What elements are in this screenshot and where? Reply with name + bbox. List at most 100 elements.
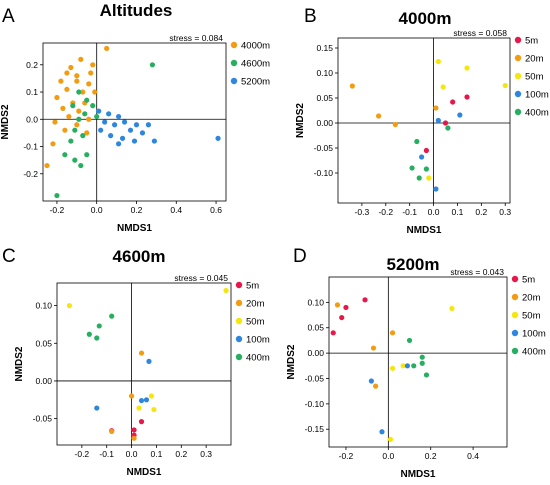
data-point bbox=[423, 372, 430, 378]
y-tick-label: -0.05 bbox=[314, 143, 334, 153]
data-point bbox=[86, 331, 92, 337]
legend-label: 4000m bbox=[241, 41, 270, 52]
x-tick-label: -0.2 bbox=[339, 451, 354, 461]
data-point bbox=[146, 358, 152, 364]
data-point bbox=[108, 133, 114, 139]
legend-label: 400m bbox=[522, 347, 546, 358]
data-point bbox=[133, 122, 140, 128]
data-point bbox=[419, 154, 425, 160]
legend-label: 5200m bbox=[241, 77, 270, 88]
data-point bbox=[84, 130, 90, 136]
data-point bbox=[66, 113, 72, 120]
data-point bbox=[131, 435, 137, 441]
data-point bbox=[215, 135, 221, 141]
x-axis-label: NMDS1 bbox=[406, 225, 441, 236]
data-point bbox=[138, 350, 145, 356]
data-point bbox=[435, 117, 441, 124]
data-point bbox=[450, 99, 456, 105]
y-tick-label: 0.05 bbox=[35, 338, 52, 348]
data-point bbox=[145, 122, 152, 128]
data-point bbox=[464, 94, 470, 100]
data-point bbox=[379, 429, 385, 435]
y-tick-label: 0.00 bbox=[307, 348, 324, 358]
data-point bbox=[423, 147, 429, 154]
legend-label: 20m bbox=[522, 293, 541, 304]
x-tick-label: 0.4 bbox=[467, 451, 479, 461]
y-tick-label: -0.2 bbox=[23, 169, 38, 179]
data-point bbox=[68, 138, 74, 144]
data-point bbox=[66, 303, 73, 309]
legend-label: 5m bbox=[525, 36, 538, 47]
data-point bbox=[96, 323, 102, 329]
legend-label: 100m bbox=[525, 90, 549, 101]
data-point bbox=[62, 152, 68, 158]
data-point bbox=[50, 141, 56, 147]
data-point bbox=[94, 113, 100, 120]
data-point bbox=[339, 314, 345, 321]
plot-frame bbox=[337, 37, 511, 204]
x-tick-label: -0.2 bbox=[378, 207, 393, 217]
data-point bbox=[464, 65, 470, 71]
data-point bbox=[389, 330, 396, 336]
legend-label: 5m bbox=[246, 281, 259, 292]
legend-marker bbox=[511, 293, 519, 301]
y-tick-label: 0.00 bbox=[316, 118, 333, 128]
data-point bbox=[392, 121, 398, 128]
panel-altitudes: A Altitudes -0.2 0.0 0.2 0.4 0.6 -0.2 -0.1 0.0 0.1… bbox=[0, 1, 270, 234]
panel-letter: B bbox=[304, 6, 317, 27]
legend-marker bbox=[511, 329, 519, 337]
data-point bbox=[440, 84, 446, 90]
data-point bbox=[80, 133, 86, 139]
legend-marker bbox=[514, 72, 522, 80]
data-point bbox=[136, 405, 142, 411]
panel-letter: C bbox=[2, 246, 16, 267]
data-point bbox=[143, 397, 150, 403]
legend-marker bbox=[514, 108, 522, 116]
data-point bbox=[68, 64, 74, 71]
data-point bbox=[54, 94, 60, 101]
legend-marker bbox=[235, 335, 243, 343]
data-point bbox=[58, 78, 64, 84]
x-tick-label: 0.3 bbox=[200, 449, 212, 459]
data-point bbox=[78, 162, 84, 169]
legend-marker bbox=[511, 275, 519, 283]
data-point bbox=[414, 138, 420, 145]
data-point bbox=[74, 73, 80, 79]
data-point bbox=[435, 58, 441, 65]
x-tick-label: 0.2 bbox=[425, 451, 437, 461]
data-point bbox=[149, 62, 156, 68]
data-point bbox=[44, 162, 50, 169]
data-point bbox=[151, 138, 157, 144]
y-axis-label: NMDS2 bbox=[295, 103, 306, 138]
data-point bbox=[131, 138, 138, 144]
y-tick-label: 0.15 bbox=[316, 43, 333, 53]
panel-5200m: D 5200m -0.2 0.0 0.2 0.4 -0.15 -0.10 -0.05 0.00 0.… bbox=[286, 246, 546, 480]
x-axis-label: NMDS1 bbox=[400, 469, 435, 480]
data-point bbox=[106, 111, 112, 117]
data-point bbox=[334, 302, 341, 308]
panel-4000m: B 4000m -0.3 -0.2 -0.1 0.0 0.1 0.2 0.3 -0.10 -0.05… bbox=[295, 6, 549, 236]
data-point bbox=[90, 62, 96, 68]
data-point bbox=[90, 103, 96, 109]
data-point bbox=[400, 363, 406, 369]
panel-letter: D bbox=[293, 246, 307, 267]
stress-label: stress = 0.084 bbox=[169, 33, 223, 43]
data-point bbox=[131, 427, 137, 433]
legend-marker bbox=[230, 41, 238, 49]
data-point bbox=[80, 89, 86, 95]
data-point bbox=[70, 103, 76, 109]
data-point bbox=[128, 393, 135, 399]
data-point bbox=[330, 330, 336, 336]
panel-title: 4000m bbox=[399, 9, 452, 28]
data-point bbox=[98, 127, 104, 133]
y-tick-label: -0.10 bbox=[314, 168, 334, 178]
data-point bbox=[376, 113, 382, 119]
legend-label: 400m bbox=[525, 108, 549, 119]
x-tick-label: 0.2 bbox=[175, 449, 187, 459]
data-point bbox=[119, 135, 126, 141]
x-tick-label: -0.2 bbox=[75, 449, 90, 459]
x-tick-label: -0.1 bbox=[402, 207, 417, 217]
y-tick-label: -0.1 bbox=[23, 142, 38, 152]
data-point bbox=[139, 130, 146, 136]
x-tick-label: 0.0 bbox=[428, 207, 440, 217]
